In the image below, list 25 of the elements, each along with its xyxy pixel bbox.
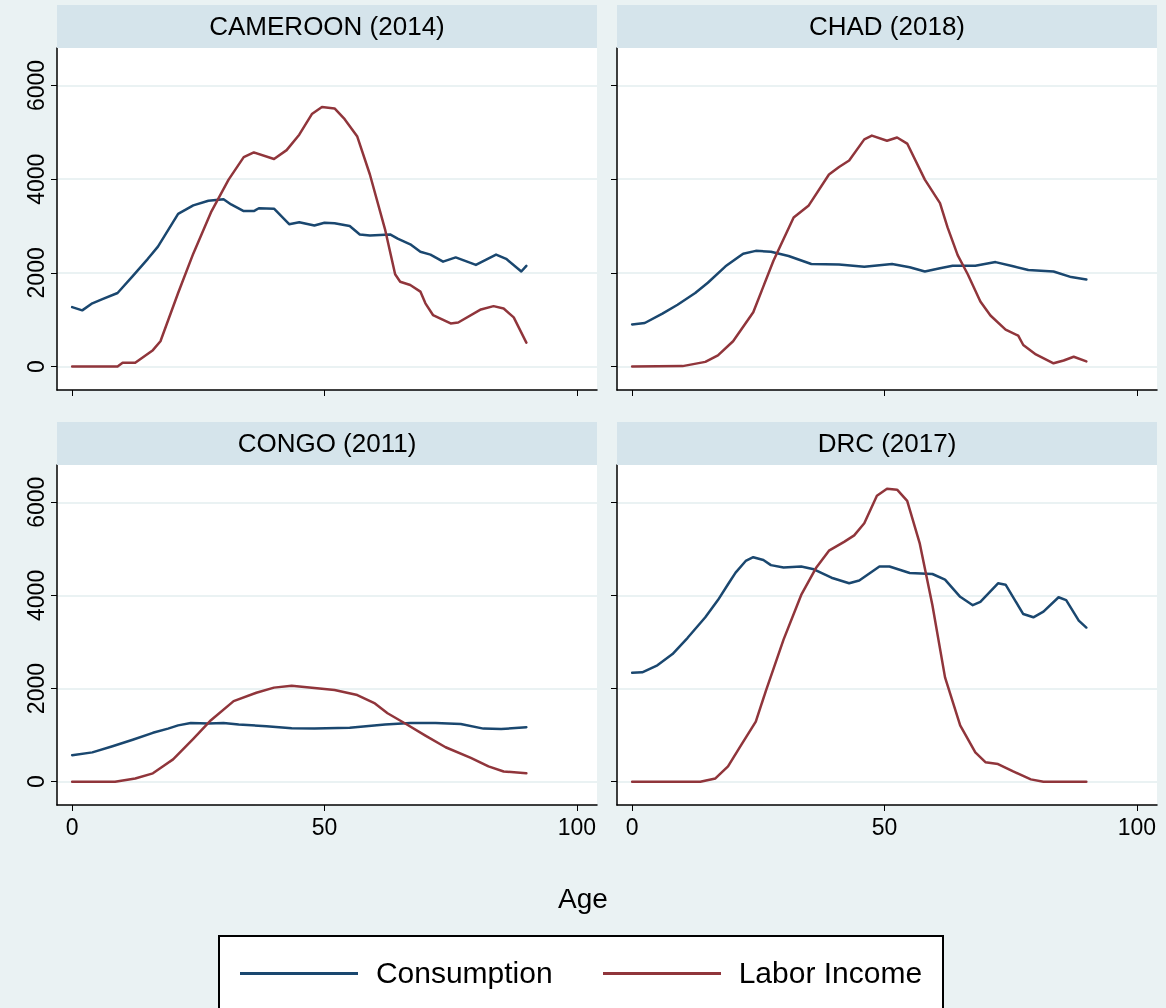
x-tick-label: 0	[65, 813, 79, 840]
line-series	[70, 684, 528, 783]
line-series	[70, 721, 528, 757]
y-tick-label: 0	[22, 360, 49, 373]
x-tick-label: 50	[871, 813, 898, 840]
y-tick-label: 6000	[22, 59, 49, 112]
x-tick-label: 50	[311, 813, 338, 840]
y-tick-label: 2000	[22, 247, 49, 299]
x-tick-label: 100	[1117, 813, 1156, 840]
legend-label: Consumption	[375, 956, 553, 990]
chart-title: DRC (2017)	[617, 422, 1157, 465]
y-tick-label: 2000	[22, 662, 49, 715]
y-tick-label: 4000	[22, 153, 49, 205]
line-series	[70, 198, 528, 312]
y-tick-label: 6000	[22, 476, 49, 528]
line-series	[70, 105, 528, 368]
chart-title: CONGO (2011)	[57, 422, 597, 465]
y-tick-label: 0	[22, 775, 49, 789]
chart-title: CHAD (2018)	[617, 5, 1157, 48]
y-tick-label: 4000	[22, 569, 49, 621]
chart-title: CAMEROON (2014)	[57, 5, 597, 48]
x-tick-label: 0	[625, 813, 639, 840]
x-tick-label: 100	[557, 813, 596, 840]
x-axis-title: Age	[557, 883, 609, 915]
legend-label: Labor Income	[738, 956, 923, 990]
